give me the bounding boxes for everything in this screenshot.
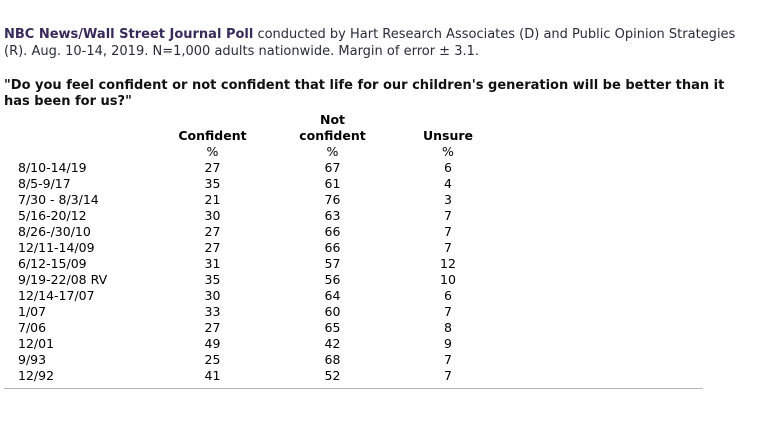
row-confident: 27: [204, 224, 221, 239]
unit-unsure: %: [442, 144, 454, 159]
results-body: 8/10-14/19 27 67 6 8/5-9/17 35 61 4 7/30 - 8/3…: [18, 160, 498, 384]
row-date: 12/01: [18, 336, 55, 351]
row-not-confident: 52: [324, 368, 341, 383]
header-not-confident-line2: confident: [299, 128, 366, 143]
table-row: 7/06 27 65 8: [18, 320, 498, 336]
row-not-confident: 61: [324, 176, 341, 191]
row-confident: 27: [204, 320, 221, 335]
row-unsure: 10: [440, 272, 456, 287]
row-confident: 31: [204, 256, 221, 271]
results-table: Confident Not confident Unsure % % % 8/10…: [18, 112, 498, 384]
row-unsure: 6: [444, 288, 452, 303]
bottom-divider: [4, 388, 703, 389]
row-unsure: 7: [444, 352, 452, 367]
poll-name: NBC News/Wall Street Journal Poll: [4, 27, 254, 42]
row-unsure: 7: [444, 368, 452, 383]
row-not-confident: 66: [324, 240, 341, 255]
row-unsure: 3: [444, 192, 452, 207]
row-not-confident: 60: [324, 304, 341, 319]
header-unsure-label: Unsure: [422, 128, 474, 143]
row-confident: 35: [204, 176, 221, 191]
row-unsure: 7: [444, 240, 452, 255]
row-date: 9/93: [18, 352, 47, 367]
row-not-confident: 56: [324, 272, 341, 287]
header-unsure: Unsure: [398, 112, 498, 144]
table-row: 12/14-17/07 30 64 6: [18, 288, 498, 304]
table-row: 8/10-14/19 27 67 6: [18, 160, 498, 176]
row-date: 8/26-/30/10: [18, 224, 91, 239]
row-date: 1/07: [18, 304, 47, 319]
header-confident-label: Confident: [178, 128, 247, 143]
table-row: 8/5-9/17 35 61 4: [18, 176, 498, 192]
row-not-confident: 42: [324, 336, 341, 351]
unit-confident: %: [206, 144, 219, 159]
unit-not-confident: %: [326, 144, 339, 159]
row-date: 8/5-9/17: [18, 176, 71, 191]
header-confident: Confident: [158, 112, 267, 144]
poll-details: conducted by Hart Research Associates (D…: [4, 27, 736, 59]
row-unsure: 8: [444, 320, 452, 335]
row-not-confident: 63: [324, 208, 341, 223]
unit-date: [18, 144, 158, 160]
row-confident: 27: [204, 240, 221, 255]
row-unsure: 7: [444, 208, 452, 223]
table-row: 9/19-22/08 RV 35 56 10: [18, 272, 498, 288]
row-not-confident: 67: [324, 160, 341, 175]
row-unsure: 9: [444, 336, 452, 351]
row-not-confident: 65: [324, 320, 341, 335]
row-confident: 27: [204, 160, 221, 175]
row-confident: 21: [204, 192, 221, 207]
table-row: 8/26-/30/10 27 66 7: [18, 224, 498, 240]
table-row: 12/01 49 42 9: [18, 336, 498, 352]
row-confident: 41: [204, 368, 221, 383]
table-row: 1/07 33 60 7: [18, 304, 498, 320]
row-confident: 49: [204, 336, 221, 351]
header-not-confident-line1: Not: [319, 112, 346, 127]
table-row: 7/30 - 8/3/14 21 76 3: [18, 192, 498, 208]
row-date: 7/06: [18, 320, 47, 335]
table-row: 12/92 41 52 7: [18, 368, 498, 384]
row-date: 7/30 - 8/3/14: [18, 192, 99, 207]
row-confident: 30: [204, 208, 221, 223]
row-not-confident: 57: [324, 256, 341, 271]
row-unsure: 7: [444, 224, 452, 239]
header-not-confident: Not confident: [267, 112, 398, 144]
row-unsure: 7: [444, 304, 452, 319]
row-confident: 30: [204, 288, 221, 303]
row-not-confident: 66: [324, 224, 341, 239]
row-confident: 25: [204, 352, 221, 367]
table-row: 12/11-14/09 27 66 7: [18, 240, 498, 256]
poll-intro: NBC News/Wall Street Journal Poll conduc…: [4, 26, 744, 60]
poll-question: "Do you feel confident or not confident …: [4, 78, 725, 109]
row-unsure: 4: [444, 176, 452, 191]
row-date: 12/14-17/07: [18, 288, 95, 303]
row-not-confident: 76: [324, 192, 341, 207]
row-date: 8/10-14/19: [18, 160, 87, 175]
row-confident: 33: [204, 304, 221, 319]
row-unsure: 12: [440, 256, 456, 271]
table-row: 9/93 25 68 7: [18, 352, 498, 368]
row-date: 5/16-20/12: [18, 208, 87, 223]
header-row-units: % % %: [18, 144, 498, 160]
header-row-labels: Confident Not confident Unsure: [18, 112, 498, 144]
table-row: 6/12-15/09 31 57 12: [18, 256, 498, 272]
row-unsure: 6: [444, 160, 452, 175]
row-date: 9/19-22/08 RV: [18, 272, 108, 287]
row-confident: 35: [204, 272, 221, 287]
row-date: 12/92: [18, 368, 55, 383]
row-not-confident: 64: [324, 288, 341, 303]
row-date: 12/11-14/09: [18, 240, 95, 255]
row-not-confident: 68: [324, 352, 341, 367]
table-row: 5/16-20/12 30 63 7: [18, 208, 498, 224]
header-date: [18, 112, 158, 144]
row-date: 6/12-15/09: [18, 256, 87, 271]
